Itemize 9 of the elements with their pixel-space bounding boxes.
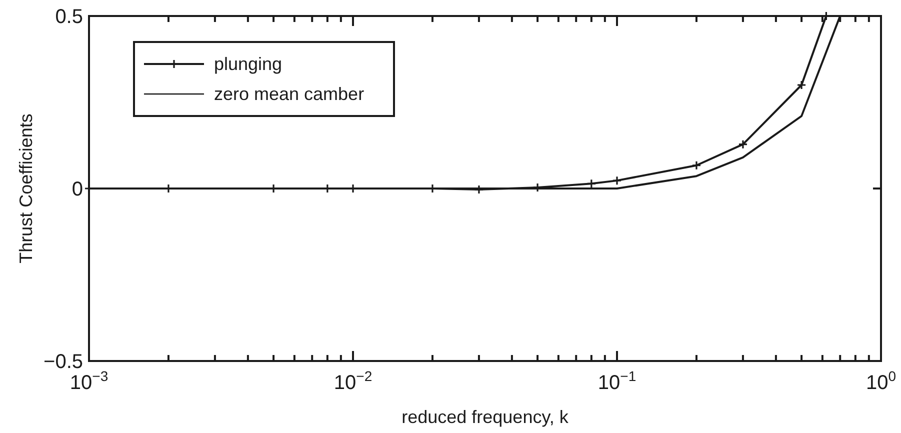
y-tick-label: 0 — [72, 178, 83, 200]
x-axis-title: reduced frequency, k — [402, 407, 570, 427]
x-tick-label: 10$^{0}$ — [866, 368, 896, 394]
y-axis-title: Thrust Coefficients — [16, 114, 36, 264]
legend-label: zero mean camber — [214, 84, 364, 104]
y-tick-label: 0.5 — [55, 6, 83, 28]
x-tick-label: 10$^{−1}$ — [598, 368, 636, 394]
legend-label: plunging — [214, 54, 282, 74]
x-tick-label: 10$^{−2}$ — [334, 368, 372, 394]
